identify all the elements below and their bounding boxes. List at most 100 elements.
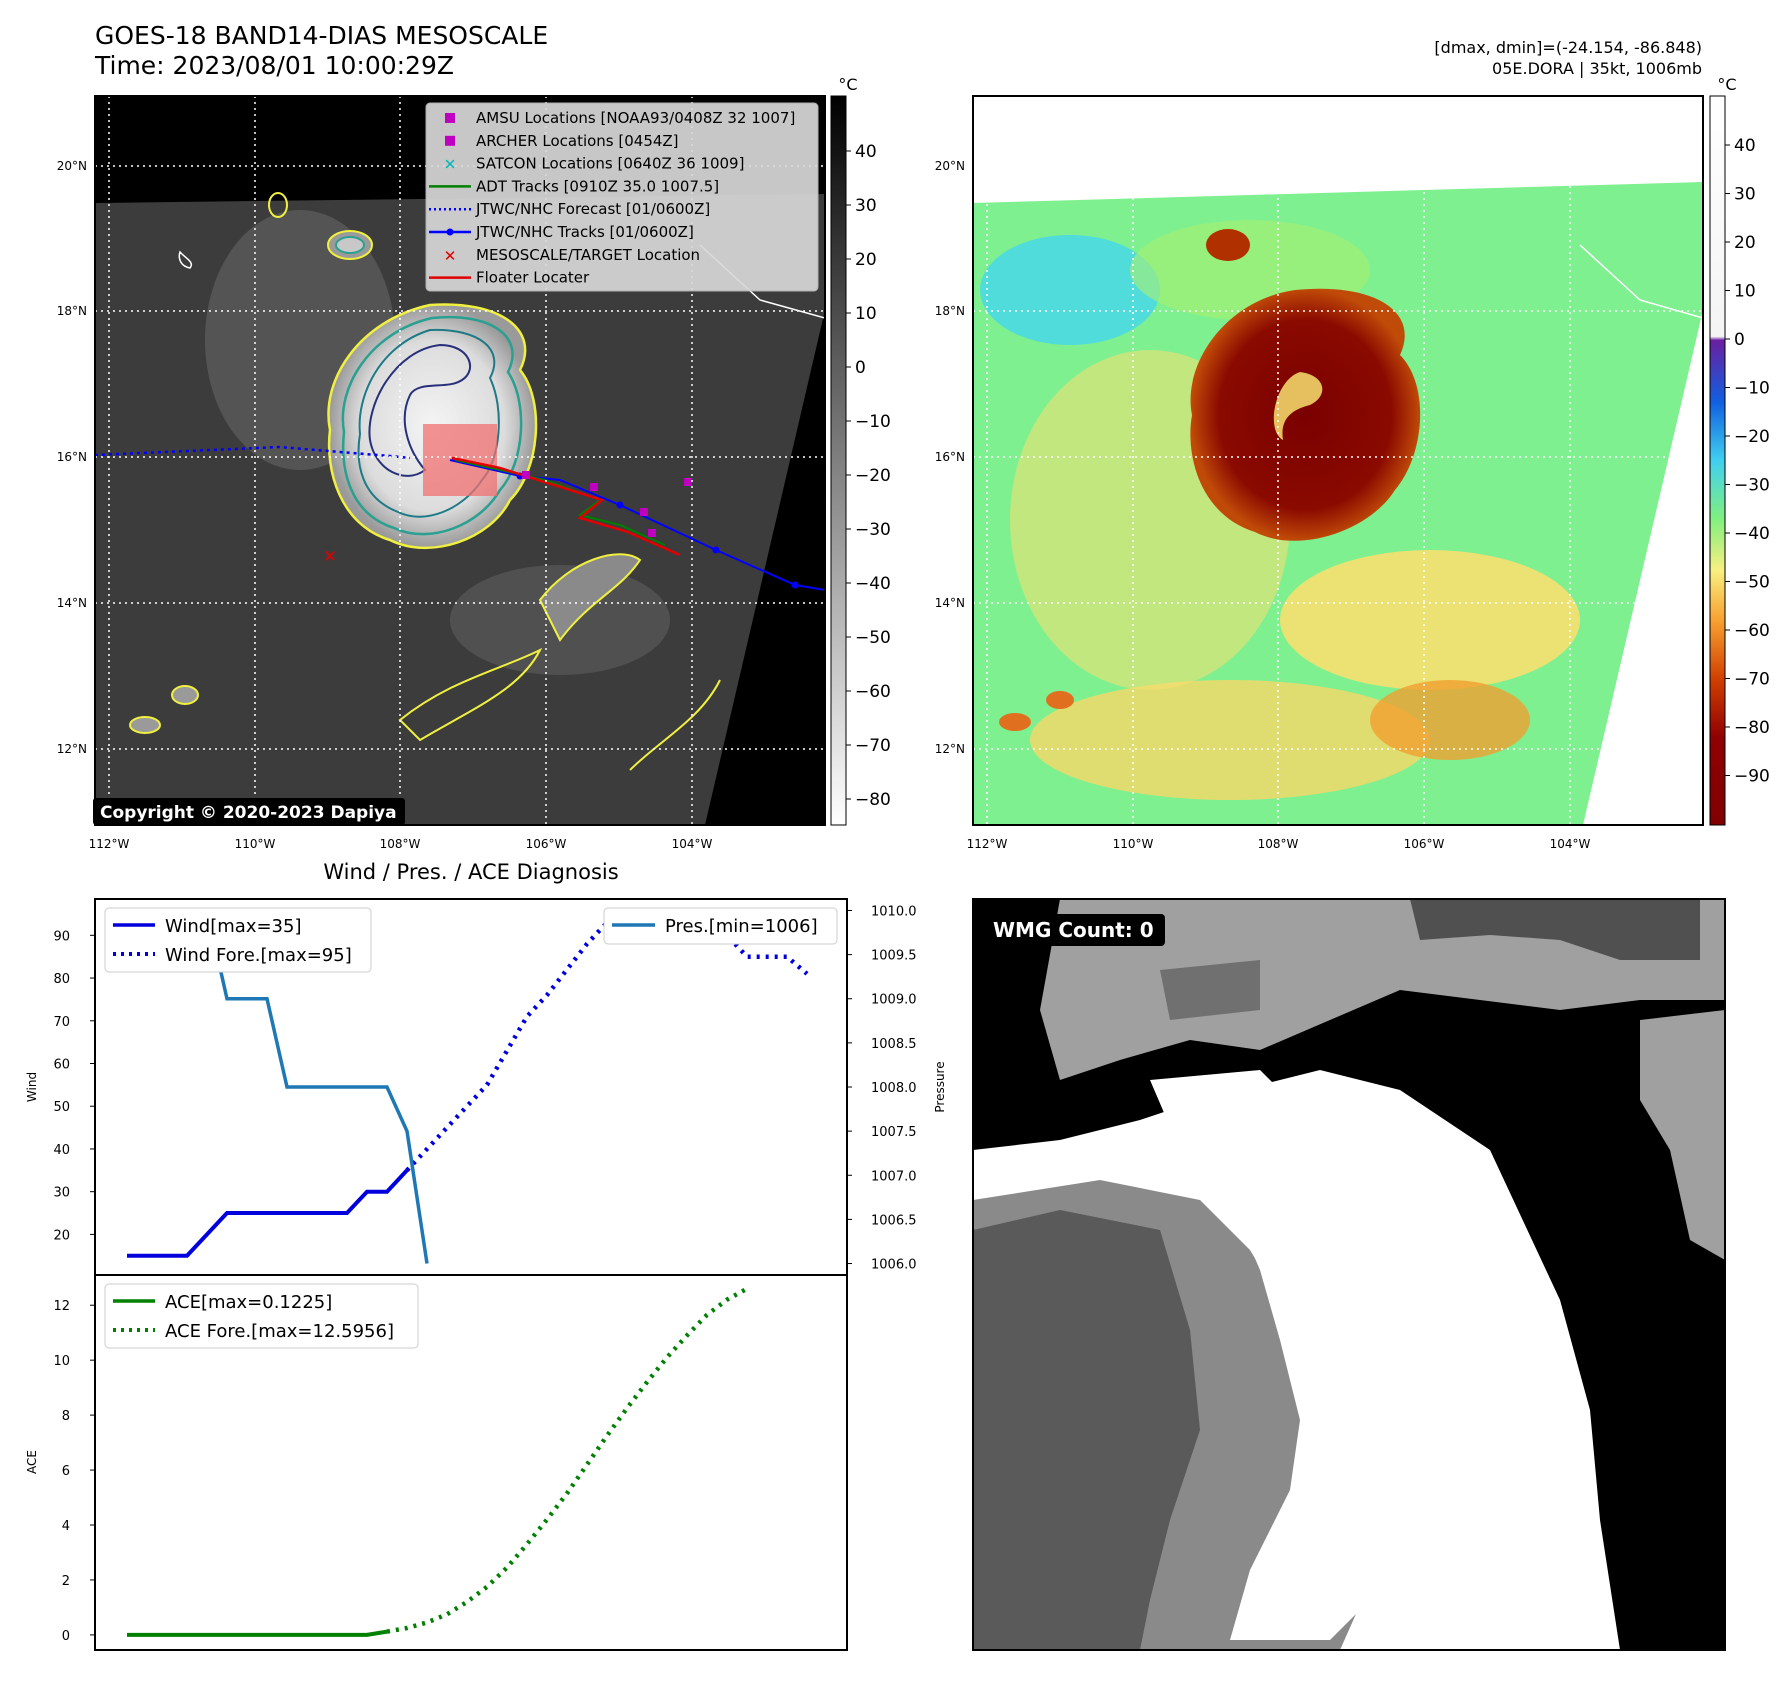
map2-storm-cloud: [1190, 288, 1421, 541]
gray-cbar-tick-label: 40: [855, 142, 877, 162]
ace-legend-box: [104, 1283, 419, 1349]
pres-ytick-label: 1006.5: [871, 1213, 917, 1228]
gray-colorbar-unit: °C: [838, 75, 857, 94]
lat-tick-label: 20°N: [935, 159, 965, 173]
legend-label: SATCON Locations [0640Z 36 1009]: [476, 155, 744, 173]
ir-color-map: 112°W 110°W 108°W 106°W 104°W 20°N 18°N 16°N 14°…: [935, 95, 1704, 851]
wmg-white-region: [1150, 1070, 1410, 1640]
color-cbar-tick-label: 10: [1734, 282, 1756, 302]
mesoscale-target-marker: ✕: [323, 547, 337, 567]
lon-tick-label: 110°W: [235, 837, 276, 851]
wind-ytick-label: 30: [53, 1186, 70, 1201]
pres-ytick-label: 1007.5: [871, 1125, 917, 1140]
lon-tick-label: 112°W: [967, 837, 1008, 851]
lon-tick-label: 104°W: [1550, 837, 1591, 851]
ace-ytick-label: 6: [62, 1464, 70, 1479]
lon-tick-label: 104°W: [672, 837, 713, 851]
gray-cbar-tick-label: −10: [855, 412, 891, 432]
lat-tick-label: 14°N: [935, 596, 965, 610]
pres-ytick-label: 1009.0: [871, 993, 917, 1008]
map2-gridlines: [973, 96, 1703, 825]
color-cbar-tick-label: 40: [1734, 136, 1756, 156]
ace-legend: ACE[max=0.1225] ACE Fore.[max=12.5956]: [104, 1283, 419, 1349]
wmg-gray-region-right: [1640, 1010, 1725, 1260]
wind-ytick-label: 20: [53, 1228, 70, 1243]
legend-label: JTWC/NHC Tracks [01/0600Z]: [475, 223, 694, 241]
legend-box: [425, 102, 819, 292]
ir-grayscale-map: ✕ AMSU Locations [NOAA93/0408Z 32 1007]A…: [57, 95, 826, 851]
gray-cbar-tick-label: −70: [855, 736, 891, 756]
wind-pressure-chart: Wind Pressure 20 30 40 50 60 70 80 90 1006.0 100…: [25, 898, 947, 1276]
pressure-legend-box: [603, 907, 838, 945]
gray-cbar-tick-label: −30: [855, 520, 891, 540]
wind-legend-box: [104, 907, 372, 973]
legend-ace-fore-label: ACE Fore.[max=12.5956]: [165, 1321, 394, 1342]
wind-ytick-label: 70: [53, 1015, 70, 1030]
ace-ytick-label: 8: [62, 1409, 70, 1424]
wmg-gray-region-top: [1040, 899, 1725, 1080]
legend-ace-label: ACE[max=0.1225]: [165, 1292, 332, 1313]
lat-tick-label: 18°N: [57, 304, 87, 318]
gray-cbar-tick-label: −60: [855, 682, 891, 702]
color-cbar-tick-label: −60: [1734, 621, 1770, 641]
color-cbar-tick-label: −90: [1734, 767, 1770, 787]
lon-tick-label: 110°W: [1113, 837, 1154, 851]
lat-tick-label: 20°N: [57, 159, 87, 173]
color-colorbar-ramp: [1709, 95, 1726, 826]
pressure-legend: Pres.[min=1006]: [603, 907, 838, 945]
color-cbar-tick-label: 30: [1734, 185, 1756, 205]
ace-ytick-label: 12: [53, 1299, 70, 1314]
lon-tick-label: 106°W: [1404, 837, 1445, 851]
color-cbar-tick-label: 0: [1734, 330, 1745, 350]
wmg-frame: [972, 898, 1726, 1651]
legend-marker-dot: [446, 228, 454, 236]
ace-ytick-label: 4: [62, 1519, 70, 1534]
storm-info-label: 05E.DORA | 35kt, 1006mb: [1492, 59, 1702, 78]
legend-label: AMSU Locations [NOAA93/0408Z 32 1007]: [476, 109, 795, 127]
color-cbar-tick-label: 20: [1734, 233, 1756, 253]
color-cbar-tick-label: −80: [1734, 718, 1770, 738]
pres-ytick-label: 1007.0: [871, 1169, 917, 1184]
legend-pres-label: Pres.[min=1006]: [665, 916, 818, 937]
ace-ytick-label: 10: [53, 1354, 70, 1369]
color-colorbar-unit: °C: [1717, 75, 1736, 94]
figure-title: GOES-18 BAND14-DIAS MESOSCALE: [95, 21, 548, 50]
gray-cbar-tick-label: −80: [855, 790, 891, 810]
floater-locater-track: [451, 456, 681, 557]
color-colorbar: °C 40 30 20 10 0 −10 −20 −30 −40 −50 −60 −70 −80 −90: [1709, 75, 1770, 826]
wmg-mid-region: [1160, 960, 1260, 1020]
wmg-panel: WMG Count: 0: [972, 898, 1726, 1651]
legend-marker: [445, 113, 455, 123]
lon-tick-label: 108°W: [380, 837, 421, 851]
diagnosis-title: Wind / Pres. / ACE Diagnosis: [323, 860, 618, 884]
ace-chart: ACE 0 2 4 6 8 10 12 ACE[max=0.1225] ACE Fore.[…: [25, 1274, 848, 1651]
wmg-dark-region-top: [1410, 899, 1700, 960]
ace-ytick-label: 0: [62, 1629, 70, 1644]
lat-tick-label: 12°N: [57, 742, 87, 756]
gray-cbar-tick-label: 30: [855, 196, 877, 216]
color-cbar-tick-label: −70: [1734, 670, 1770, 690]
ace-ytick-label: 2: [62, 1574, 70, 1589]
wind-ytick-label: 80: [53, 972, 70, 987]
legend-label: Floater Locater: [476, 269, 590, 287]
gray-cbar-tick-label: 20: [855, 250, 877, 270]
map2-frame: [972, 95, 1704, 826]
legend-label: JTWC/NHC Forecast [01/0600Z]: [475, 200, 710, 218]
gray-cbar-tick-label: 0: [855, 358, 866, 378]
legend-label: ARCHER Locations [0454Z]: [476, 132, 679, 150]
pres-ytick-label: 1006.0: [871, 1258, 917, 1273]
legend-marker: ✕: [444, 247, 457, 265]
legend-label: MESOSCALE/TARGET Location: [476, 246, 700, 264]
lon-tick-label: 108°W: [1258, 837, 1299, 851]
gray-cbar-tick-label: 10: [855, 304, 877, 324]
legend-marker: [445, 135, 455, 146]
lon-tick-label: 106°W: [526, 837, 567, 851]
map1-legend: AMSU Locations [NOAA93/0408Z 32 1007] ARC…: [425, 102, 819, 292]
wind-ytick-label: 50: [53, 1100, 70, 1115]
lat-tick-label: 16°N: [935, 450, 965, 464]
lat-tick-label: 16°N: [57, 450, 87, 464]
color-cbar-tick-label: −40: [1734, 524, 1770, 544]
gray-colorbar-ramp: [830, 95, 847, 826]
ace-series: [127, 1629, 388, 1637]
